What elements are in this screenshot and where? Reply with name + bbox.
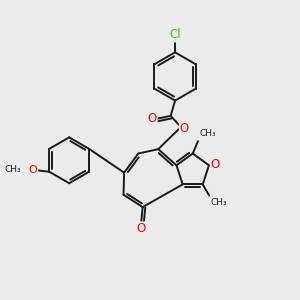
Text: CH₃: CH₃	[210, 198, 227, 207]
Text: Cl: Cl	[169, 28, 181, 41]
Text: O: O	[148, 112, 157, 125]
Text: O: O	[180, 122, 189, 135]
Text: O: O	[211, 158, 220, 171]
Text: CH₃: CH₃	[4, 165, 21, 174]
Text: O: O	[136, 222, 146, 236]
Text: CH₃: CH₃	[199, 129, 216, 138]
Text: O: O	[28, 165, 37, 175]
